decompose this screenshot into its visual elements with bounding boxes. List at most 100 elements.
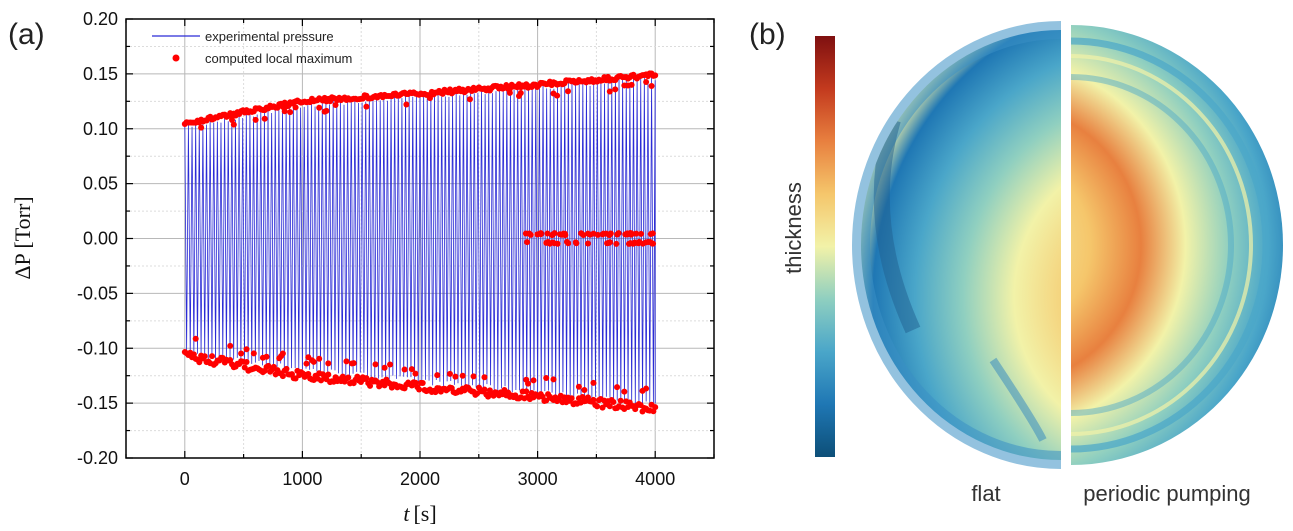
legend-label-pressure: experimental pressure xyxy=(205,29,334,44)
maximum-point xyxy=(401,366,408,373)
maximum-point xyxy=(363,375,370,382)
maximum-point xyxy=(524,239,531,246)
maximum-point xyxy=(615,230,622,237)
maximum-point xyxy=(343,358,350,365)
maximum-point xyxy=(522,230,529,237)
maximum-point xyxy=(325,360,332,367)
maximum-point xyxy=(419,380,426,387)
maximum-point xyxy=(606,88,613,95)
maximum-point xyxy=(227,342,234,349)
maximum-point xyxy=(647,239,654,245)
maximum-point xyxy=(196,359,203,366)
maximum-point xyxy=(446,370,453,377)
maximum-point xyxy=(481,374,488,381)
x-axis-title: t [s] xyxy=(403,501,436,526)
y-tick-label: 0.15 xyxy=(83,64,118,84)
maximum-point xyxy=(229,117,236,123)
maximum-point xyxy=(549,231,556,238)
maximum-point xyxy=(261,115,268,122)
legend-label-maximum: computed local maximum xyxy=(205,51,352,66)
maximum-point xyxy=(590,379,597,386)
pressure-series-line xyxy=(184,75,656,407)
maximum-point xyxy=(323,107,330,114)
maximum-point xyxy=(283,365,290,372)
y-tick-label: -0.15 xyxy=(77,393,118,413)
colorbar-label: thickness xyxy=(781,182,806,274)
maximum-point xyxy=(544,230,551,237)
maximum-point xyxy=(551,240,558,247)
maximum-point xyxy=(279,373,286,380)
maximum-point xyxy=(523,388,530,395)
maximum-point xyxy=(416,386,423,393)
maximum-point xyxy=(403,101,410,108)
maximum-point xyxy=(367,382,374,389)
maximum-point xyxy=(590,230,597,237)
maximum-point xyxy=(554,92,561,99)
maximum-point xyxy=(649,230,656,237)
maximum-point xyxy=(594,403,601,410)
maximum-point xyxy=(604,240,611,247)
maximum-point xyxy=(412,370,419,377)
maximum-point xyxy=(459,372,466,379)
maximum-point xyxy=(534,231,541,238)
maximum-point xyxy=(292,104,299,111)
maximum-point xyxy=(303,360,310,367)
panel-label-b: (b) xyxy=(749,18,786,51)
series-group xyxy=(181,70,659,415)
maximum-point xyxy=(279,350,286,357)
maximum-point xyxy=(243,358,250,365)
label-flat: flat xyxy=(971,481,1000,506)
maximum-point xyxy=(530,377,537,384)
maximum-point xyxy=(332,102,339,109)
maximum-point xyxy=(607,230,614,237)
y-tick-label: 0.00 xyxy=(83,229,118,249)
maximum-point xyxy=(350,360,357,367)
tick-marks xyxy=(125,18,715,459)
colorbar xyxy=(815,36,835,457)
maximum-point xyxy=(633,230,640,237)
legend: experimental pressure computed local max… xyxy=(152,29,352,66)
x-tick-label: 1000 xyxy=(282,469,322,489)
maximum-point xyxy=(632,240,639,247)
maximum-point xyxy=(565,88,572,95)
maximum-point xyxy=(201,353,208,360)
maximum-point xyxy=(238,350,245,357)
y-tick-labels: 0.20 0.15 0.10 0.05 0.00 -0.05 -0.10 -0.15 -0.20 xyxy=(77,9,118,468)
maximum-point xyxy=(287,109,294,116)
maximum-point xyxy=(316,104,323,111)
x-tick-label: 4000 xyxy=(635,469,675,489)
maximum-point xyxy=(263,353,270,360)
maximum-point xyxy=(572,239,579,246)
maximum-point xyxy=(434,372,441,379)
maximum-point xyxy=(610,398,617,405)
maximum-point xyxy=(568,395,575,402)
maximum-point xyxy=(613,240,620,247)
maximum-point xyxy=(387,361,394,368)
maximum-point xyxy=(628,81,635,88)
maximum-point xyxy=(648,83,655,90)
maximum-point xyxy=(590,396,597,403)
maximum-point xyxy=(250,350,257,357)
maximum-point xyxy=(372,361,379,368)
x-tick-label: 2000 xyxy=(400,469,440,489)
maximum-point xyxy=(325,371,332,378)
maximum-point xyxy=(381,364,388,371)
maximum-point xyxy=(621,388,628,395)
x-tick-labels: 0 1000 2000 3000 4000 xyxy=(180,469,675,489)
maximum-point xyxy=(652,72,659,79)
disk-flat-half xyxy=(852,21,1061,469)
maximum-point xyxy=(614,384,621,391)
maximum-point xyxy=(612,86,619,93)
maximum-point xyxy=(363,103,370,110)
maximum-point xyxy=(584,240,591,247)
maximum-point xyxy=(550,376,557,383)
maximum-point xyxy=(617,397,624,404)
x-axis-var: t xyxy=(403,501,410,526)
y-tick-label: 0.20 xyxy=(83,9,118,29)
x-tick-label: 0 xyxy=(180,469,190,489)
half-divider xyxy=(1061,28,1071,468)
y-axis-title: ΔP [Torr] xyxy=(10,196,35,279)
maximum-point xyxy=(481,386,488,393)
x-axis-unit: [s] xyxy=(413,501,436,526)
maximum-point xyxy=(543,397,550,404)
